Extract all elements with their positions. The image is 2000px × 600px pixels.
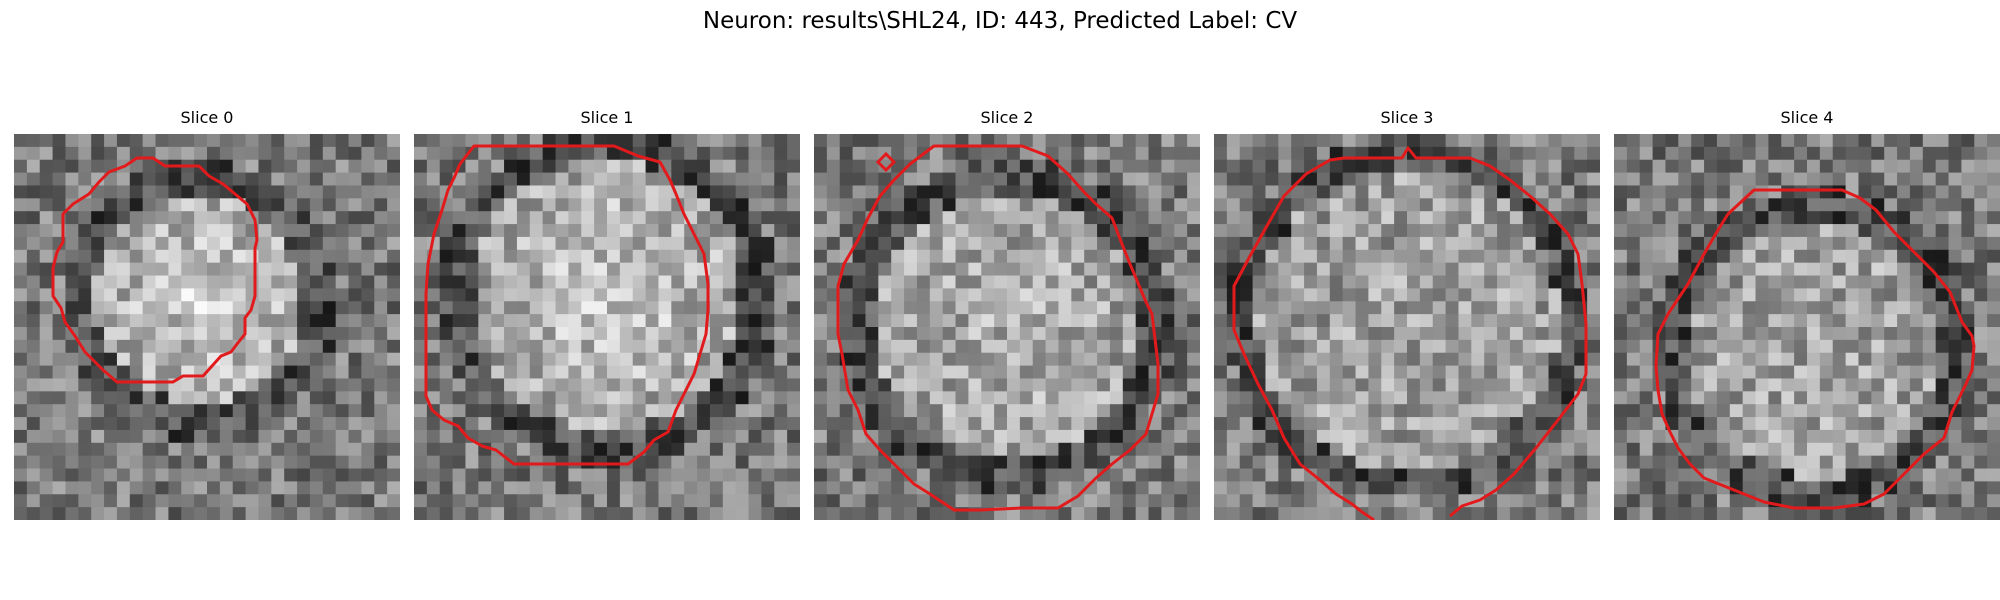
pixel-grid <box>814 134 1200 520</box>
slice-panel-0: Slice 0 <box>14 106 400 520</box>
roi-contour <box>836 144 1160 512</box>
pixel-grid <box>1214 134 1600 520</box>
slice-panel-1: Slice 1 <box>414 106 800 520</box>
slice-image-1 <box>414 134 800 520</box>
roi-contour <box>1232 146 1588 520</box>
slice-image-2 <box>814 134 1200 520</box>
roi-contour-fragment <box>875 151 897 173</box>
slice-title: Slice 3 <box>1380 108 1434 127</box>
slice-panel-2: Slice 2 <box>814 106 1200 520</box>
pixel-grid <box>14 134 400 520</box>
pixel-grid <box>1614 134 2000 520</box>
slice-image-3 <box>1214 134 1600 520</box>
slice-panel-3: Slice 3 <box>1214 106 1600 520</box>
pixel-grid <box>414 134 800 520</box>
slice-image-4 <box>1614 134 2000 520</box>
slice-title: Slice 2 <box>980 108 1034 127</box>
roi-contour <box>1654 188 1976 510</box>
slice-title: Slice 4 <box>1780 108 1834 127</box>
slice-title: Slice 1 <box>580 108 634 127</box>
slice-title: Slice 0 <box>180 108 234 127</box>
roi-contour <box>424 144 710 466</box>
figure-title: Neuron: results\SHL24, ID: 443, Predicte… <box>702 8 1298 34</box>
slice-panel-4: Slice 4 <box>1614 106 2000 520</box>
slice-image-0 <box>14 134 400 520</box>
roi-contour <box>51 156 259 384</box>
